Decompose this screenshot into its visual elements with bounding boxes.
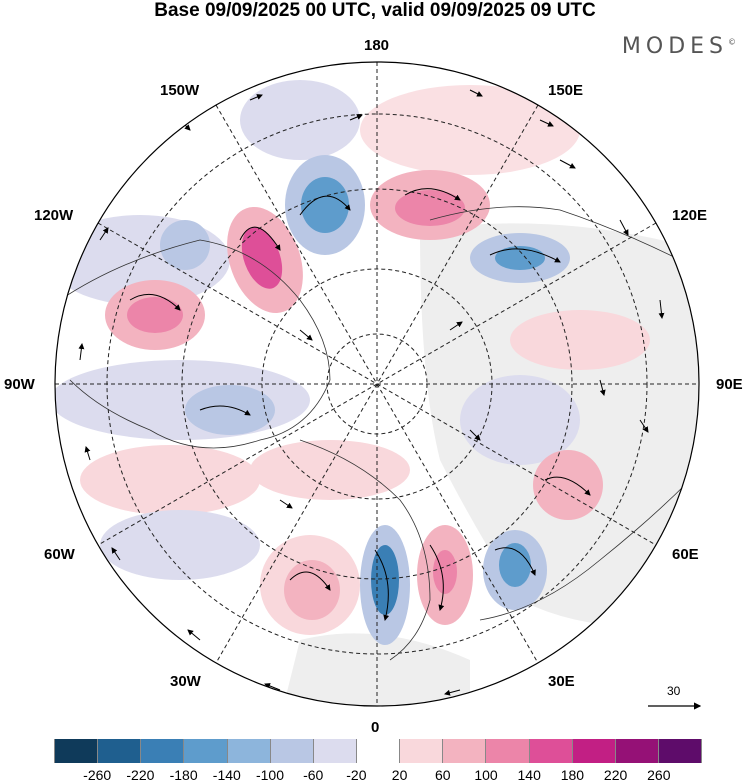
brand-name: MODES (621, 34, 728, 59)
colorbar-segment (141, 739, 185, 763)
colorbar-segment (227, 739, 271, 763)
anomaly-positive (284, 560, 340, 620)
colorbar-tick-label: -60 (303, 767, 324, 783)
anomaly-positive (395, 190, 465, 226)
lon-label-180: 180 (364, 37, 390, 54)
colorbar-tick-label: -100 (255, 767, 285, 783)
colorbar-tick-label: 220 (603, 767, 628, 783)
lon-label-120w: 120W (34, 207, 74, 224)
colorbar-tick-label: -220 (126, 767, 155, 783)
coastline (299, 439, 431, 661)
brand-logo: MODES© (622, 34, 736, 59)
anomaly-negative (371, 545, 399, 615)
lon-label-90w: 90W (4, 376, 35, 393)
coastline (479, 479, 691, 621)
colorbar-segment (529, 739, 573, 763)
reference-vector-label: 30 (667, 684, 681, 698)
colorbar (54, 739, 703, 763)
lon-label-150w: 150W (160, 82, 200, 99)
anomaly-positive (250, 440, 410, 500)
lon-label-60e: 60E (672, 546, 699, 563)
colorbar-tick-label: 60 (435, 767, 451, 783)
anomaly-negative (460, 375, 580, 465)
coastline (429, 206, 681, 261)
coastline (59, 239, 331, 449)
anomaly-negative (240, 80, 360, 160)
colorbar-tick-label: 20 (391, 767, 408, 783)
colorbar-tick-label: -140 (212, 767, 241, 783)
anomaly-negative (185, 385, 275, 435)
colorbar-tick-label: -180 (169, 767, 198, 783)
lon-label-30e: 30E (548, 673, 575, 690)
lon-label-120e: 120E (672, 207, 708, 224)
colorbar-segment (313, 739, 357, 763)
chart-title: Base 09/09/2025 00 UTC, valid 09/09/2025… (154, 0, 596, 21)
lon-label-90e: 90E (716, 376, 743, 393)
colorbar-segment (486, 739, 530, 763)
colorbar-segment (356, 739, 401, 763)
wind-vectors (78, 89, 665, 696)
anomaly-positive (433, 550, 457, 594)
lon-label-150e: 150E (548, 82, 584, 99)
anomaly-negative (100, 510, 260, 580)
lon-label-30w: 30W (170, 673, 201, 690)
colorbar-tick-label: 260 (647, 767, 671, 783)
lon-label-0: 0 (371, 719, 380, 736)
copyright-mark: © (728, 37, 736, 47)
colorbar-tick-label: -260 (83, 767, 112, 783)
colorbar-segment (270, 739, 314, 763)
anomaly-positive (127, 297, 183, 333)
anomaly-positive (510, 310, 650, 370)
lon-label-60w: 60W (44, 546, 75, 563)
colorbar-tick-label: 180 (560, 767, 585, 783)
anomaly-negative (499, 543, 531, 587)
colorbar-tick-label: 100 (474, 767, 498, 783)
anomaly-positive (80, 445, 260, 515)
anomaly-field (55, 62, 699, 706)
graticule (55, 62, 699, 706)
colorbar-segment (400, 739, 444, 763)
land-shade (280, 633, 470, 706)
anomaly-negative (495, 246, 545, 270)
colorbar-segment (615, 739, 659, 763)
colorbar-segment (184, 739, 228, 763)
colorbar-segment (658, 739, 703, 763)
colorbar-segment (572, 739, 616, 763)
colorbar-segment (54, 739, 99, 763)
colorbar-tick-label: 140 (517, 767, 541, 783)
anomaly-positive (533, 450, 603, 520)
polar-map (54, 61, 702, 710)
colorbar-segment (443, 739, 487, 763)
colorbar-segment (98, 739, 142, 763)
anomaly-negative (160, 220, 210, 270)
anomaly-positive (241, 227, 283, 289)
anomaly-negative (301, 177, 349, 233)
colorbar-tick-label: -20 (346, 767, 367, 783)
map-border (54, 61, 700, 707)
